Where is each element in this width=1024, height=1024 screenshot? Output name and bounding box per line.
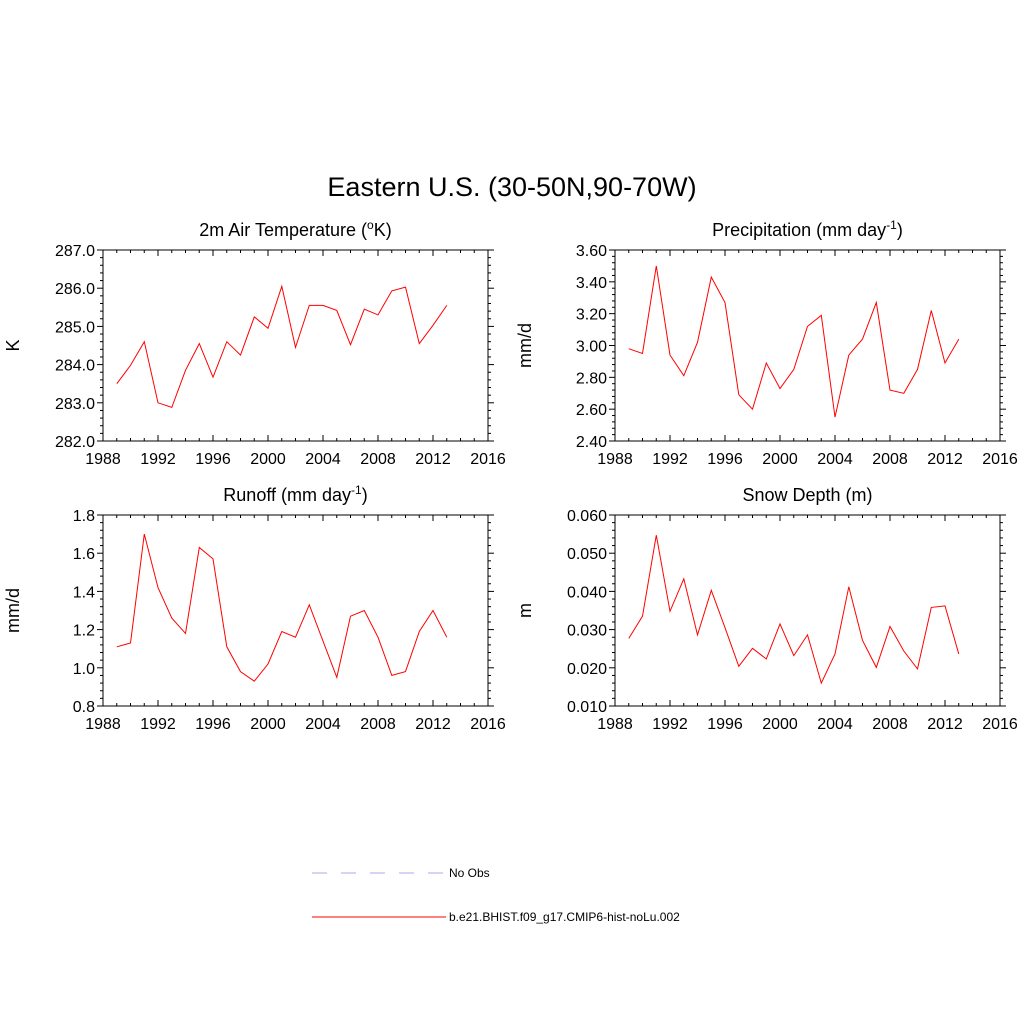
x-tick-label: 2016 bbox=[470, 716, 506, 733]
x-tick-label: 1992 bbox=[140, 716, 176, 733]
y-tick-label: 2.60 bbox=[576, 402, 607, 419]
panels-group: 2m Air Temperature (oK) K 1988 1992 1996 2000… bbox=[3, 218, 1018, 733]
x-tick-label: 2012 bbox=[415, 716, 451, 733]
panel-title-text: Snow Depth (m) bbox=[742, 485, 872, 505]
x-tick-label: 2008 bbox=[872, 451, 908, 468]
y-axis-label: m bbox=[515, 603, 535, 618]
y-tick-label: 0.020 bbox=[567, 661, 607, 678]
panel-1: Precipitation (mm day-1) mm/d 1988 1992 1996… bbox=[515, 218, 1018, 468]
x-tick-label: 2000 bbox=[762, 451, 798, 468]
y-tick-label: 0.010 bbox=[567, 699, 607, 716]
y-tick-label: 3.60 bbox=[576, 243, 607, 260]
x-tick-label: 1988 bbox=[597, 451, 633, 468]
y-tick-label: 285.0 bbox=[55, 319, 95, 336]
y-axis-label: K bbox=[3, 339, 23, 351]
y-tick-label: 0.030 bbox=[567, 623, 607, 640]
legend-label: b.e21.BHIST.f09_g17.CMIP6-hist-noLu.002 bbox=[449, 910, 680, 924]
y-tick-label: 284.0 bbox=[55, 358, 95, 375]
x-tick-label: 2008 bbox=[872, 716, 908, 733]
panel-title-superscript: -1 bbox=[886, 218, 897, 232]
x-tick-label: 2016 bbox=[982, 451, 1018, 468]
x-tick-label: 2012 bbox=[927, 716, 963, 733]
panel-title-text: Runoff (mm day bbox=[223, 485, 351, 505]
plot-frame bbox=[614, 514, 1001, 707]
x-tick-label: 1988 bbox=[85, 451, 121, 468]
figure-title: Eastern U.S. (30-50N,90-70W) bbox=[327, 172, 696, 202]
panel-title-suffix: ) bbox=[897, 220, 903, 240]
x-tick-label: 2004 bbox=[305, 716, 341, 733]
x-tick-label: 1992 bbox=[652, 451, 688, 468]
x-tick-label: 2016 bbox=[982, 716, 1018, 733]
panel-title-superscript: o bbox=[367, 218, 374, 232]
y-tick-label: 2.40 bbox=[576, 434, 607, 451]
y-tick-label: 3.40 bbox=[576, 275, 607, 292]
x-tick-label: 1992 bbox=[652, 716, 688, 733]
x-tick-label: 2004 bbox=[305, 451, 341, 468]
x-tick-label: 2008 bbox=[360, 716, 396, 733]
x-tick-label: 1996 bbox=[195, 716, 231, 733]
y-tick-label: 287.0 bbox=[55, 243, 95, 260]
y-tick-label: 0.8 bbox=[73, 699, 95, 716]
x-tick-label: 1992 bbox=[140, 451, 176, 468]
x-tick-label: 1996 bbox=[707, 451, 743, 468]
x-tick-label: 2012 bbox=[927, 451, 963, 468]
y-axis-label: mm/d bbox=[3, 588, 23, 633]
series-line-0 bbox=[628, 265, 960, 418]
y-tick-label: 1.6 bbox=[73, 546, 95, 563]
series-line-0 bbox=[116, 533, 448, 682]
legend-label: No Obs bbox=[449, 866, 490, 880]
x-tick-label: 2000 bbox=[250, 716, 286, 733]
x-tick-label: 1996 bbox=[707, 716, 743, 733]
panel-0: 2m Air Temperature (oK) K 1988 1992 1996 2000… bbox=[3, 218, 506, 468]
panel-title: Precipitation (mm day-1) bbox=[712, 218, 903, 240]
y-tick-label: 1.0 bbox=[73, 661, 95, 678]
x-tick-label: 2000 bbox=[250, 451, 286, 468]
y-tick-label: 0.040 bbox=[567, 584, 607, 601]
plot-frame bbox=[614, 249, 1001, 442]
y-tick-label: 286.0 bbox=[55, 281, 95, 298]
series-line-0 bbox=[628, 535, 960, 685]
series-line-0 bbox=[116, 284, 448, 409]
y-tick-label: 1.4 bbox=[73, 584, 95, 601]
y-tick-label: 2.80 bbox=[576, 370, 607, 387]
y-tick-label: 0.050 bbox=[567, 546, 607, 563]
panel-title: Snow Depth (m) bbox=[742, 485, 872, 505]
x-tick-label: 1988 bbox=[597, 716, 633, 733]
panel-title: 2m Air Temperature (oK) bbox=[199, 218, 391, 240]
panel-title-suffix: ) bbox=[362, 485, 368, 505]
y-tick-label: 283.0 bbox=[55, 396, 95, 413]
x-tick-label: 2016 bbox=[470, 451, 506, 468]
y-tick-label: 1.2 bbox=[73, 623, 95, 640]
y-tick-label: 3.00 bbox=[576, 339, 607, 356]
panel-title-superscript: -1 bbox=[351, 483, 362, 497]
x-tick-label: 1996 bbox=[195, 451, 231, 468]
x-tick-label: 2000 bbox=[762, 716, 798, 733]
x-tick-label: 2004 bbox=[817, 451, 853, 468]
x-tick-label: 2004 bbox=[817, 716, 853, 733]
panel-title-text: Precipitation (mm day bbox=[712, 220, 886, 240]
panel-2: Runoff (mm day-1) mm/d 1988 1992 1996 2000 200… bbox=[3, 483, 506, 733]
y-tick-label: 0.060 bbox=[567, 508, 607, 525]
panel-title-suffix: K) bbox=[374, 220, 392, 240]
x-tick-label: 2008 bbox=[360, 451, 396, 468]
legend: No Obs b.e21.BHIST.f09_g17.CMIP6-hist-noL… bbox=[312, 866, 680, 924]
y-tick-label: 3.20 bbox=[576, 307, 607, 324]
y-tick-label: 1.8 bbox=[73, 508, 95, 525]
x-tick-label: 2012 bbox=[415, 451, 451, 468]
panel-3: Snow Depth (m) m 1988 1992 1996 2000 2004 2008 2… bbox=[515, 485, 1018, 733]
x-tick-label: 1988 bbox=[85, 716, 121, 733]
panel-title: Runoff (mm day-1) bbox=[223, 483, 367, 505]
panel-title-text: 2m Air Temperature ( bbox=[199, 220, 367, 240]
plot-frame bbox=[102, 514, 489, 707]
y-axis-label: mm/d bbox=[515, 323, 535, 368]
y-tick-label: 282.0 bbox=[55, 434, 95, 451]
